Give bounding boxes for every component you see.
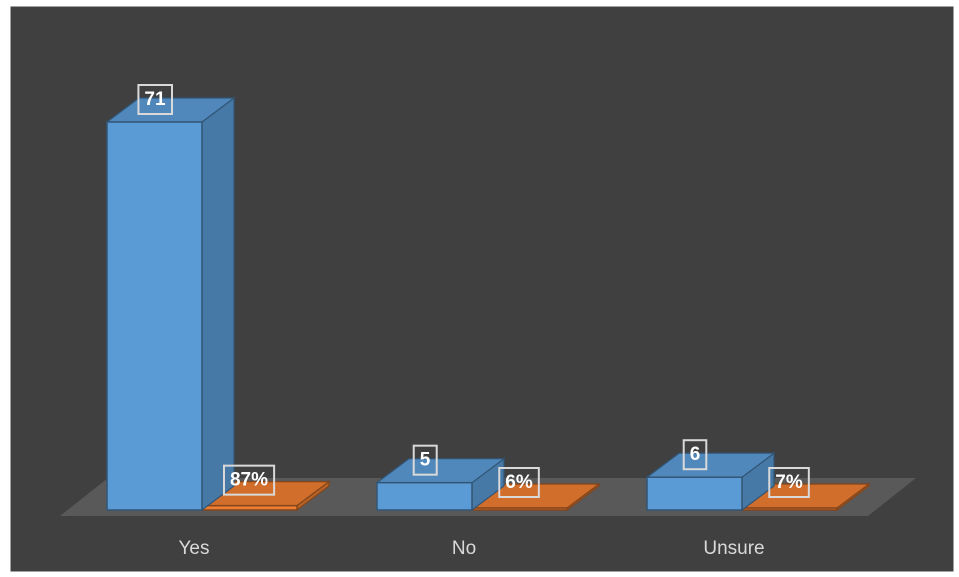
category-label-unsure: Unsure [703, 538, 764, 559]
bar-series-1-no-front [376, 481, 473, 511]
data-label-series-1-no-box [412, 444, 438, 476]
data-label-series-1-yes-box [137, 84, 173, 115]
category-label-yes: Yes [179, 538, 210, 559]
label-layer: 71 87% Yes 5 6% No 6 7% Unsure [137, 84, 810, 559]
data-label-series-2-unsure-text: 7% [775, 472, 803, 493]
data-label-series-1-unsure: 6 [682, 439, 708, 471]
bar-series-1-yes-side [201, 96, 235, 512]
data-label-series-2-no-box [498, 467, 540, 498]
bar-series-2-yes-front [201, 504, 298, 511]
bar-series-1-unsure [645, 452, 776, 512]
category-label-no: No [452, 538, 476, 559]
data-label-series-2-no-text: 6% [505, 472, 533, 493]
data-label-series-1-no-text: 5 [420, 450, 431, 471]
bar-series-1-yes [105, 96, 236, 512]
bar-series-2-no-front [471, 507, 568, 511]
data-label-series-1-unsure-box [682, 439, 708, 471]
data-label-series-1-unsure-text: 6 [690, 444, 701, 465]
data-label-series-2-no: 6% [498, 467, 540, 498]
data-label-series-2-yes-box [222, 464, 276, 496]
data-label-series-1-no: 5 [412, 444, 438, 476]
bar-series-1-no [375, 457, 506, 512]
data-label-series-2-yes-text: 87% [230, 470, 268, 491]
data-label-series-2-yes: 87% [222, 464, 276, 496]
data-label-series-2-unsure: 7% [768, 467, 810, 498]
data-label-series-1-yes-text: 71 [144, 89, 166, 110]
bar-series-1-unsure-front [646, 476, 743, 511]
bar-series-1-yes-front [106, 121, 203, 511]
series-layer [105, 96, 871, 512]
data-label-series-2-unsure-box [768, 467, 810, 498]
bar-series-2-unsure-front [741, 507, 838, 511]
data-label-series-1-yes: 71 [137, 84, 173, 115]
